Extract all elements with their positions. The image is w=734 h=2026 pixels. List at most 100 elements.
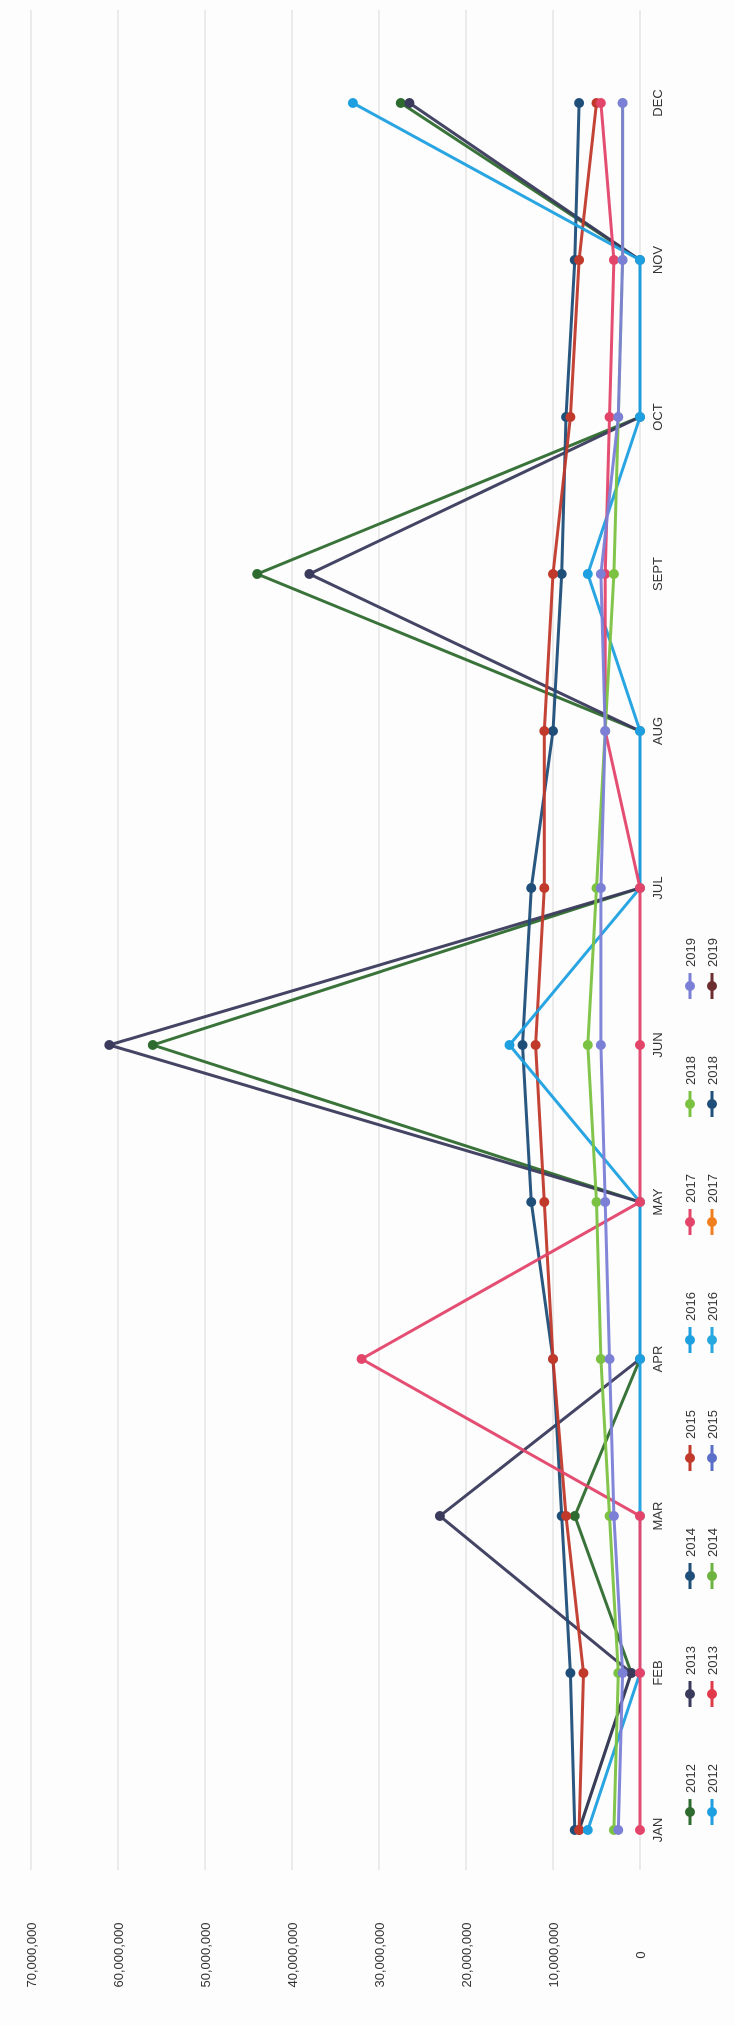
legend-swatch-marker [685,1335,695,1345]
data-point-2019 [613,1825,624,1835]
data-point-2016 [635,255,645,265]
value-tick-label: 10,000,000 [546,1922,561,1987]
data-point-2017 [604,412,615,422]
value-tick-label: 30,000,000 [372,1922,387,1987]
legend-swatch-marker [707,1807,717,1817]
data-point-2016 [635,1354,645,1364]
category-tick-label: AUG [650,717,665,745]
data-point-2013 [434,1511,445,1521]
legend-label: 2013 [705,1646,720,1675]
series-line-2019 [599,101,625,1832]
legend-label: 2019 [683,938,698,967]
category-tick-label: MAY [650,1188,665,1216]
data-point-2015 [561,1511,572,1521]
category-tick-label: DEC [650,89,665,116]
data-point-2017 [635,1197,645,1207]
data-point-2014 [517,1040,528,1050]
legend-label: 2016 [705,1292,720,1321]
legend-label: 2015 [705,1410,720,1439]
legend-swatch-marker [707,1571,717,1581]
data-point-2017 [356,1354,367,1364]
legend-label: 2013 [683,1646,698,1675]
legend-label: 2017 [683,1174,698,1203]
data-point-2017 [635,1511,645,1521]
category-tick-label: SEPT [650,557,665,591]
series-lines [104,98,645,1835]
data-point-2019 [600,726,611,736]
data-point-2016 [504,1040,515,1050]
legend-swatch-marker [685,1689,695,1699]
category-tick-label: APR [650,1346,665,1373]
data-point-2019 [595,883,606,893]
legend-swatch-marker [685,1807,695,1817]
category-tick-label: FEB [650,1660,665,1685]
legend-swatch-marker [707,1335,717,1345]
data-point-2019 [617,98,628,108]
legend-label: 2018 [705,1056,720,1085]
data-point-2013 [626,1668,637,1678]
value-tick-label: 0 [633,1951,648,1958]
series-line-2013 [107,101,642,1832]
value-tick-label: 50,000,000 [198,1922,213,1987]
data-point-2017 [635,1668,645,1678]
data-point-2019 [608,1511,619,1521]
category-tick-label: JUN [650,1032,665,1057]
data-point-2018 [582,1040,593,1050]
series-line-2012 [151,101,642,1832]
legend-swatch-marker [685,1099,695,1109]
category-tick-label: NOV [650,246,665,275]
legend-label: 2017 [705,1174,720,1203]
data-point-2018 [608,569,619,579]
legend-swatch-marker [707,1453,717,1463]
data-point-2013 [104,1040,115,1050]
data-point-2016 [582,569,593,579]
data-point-2016 [635,412,645,422]
data-point-2015 [574,255,585,265]
data-point-2014 [526,883,537,893]
data-point-2014 [556,569,567,579]
legend-label: 2014 [683,1528,698,1557]
category-tick-label: MAR [650,1502,665,1531]
data-point-2014 [526,1197,537,1207]
legend-label: 2016 [683,1292,698,1321]
data-point-2014 [574,98,585,108]
legend-label: 2019 [705,938,720,967]
data-point-2017 [635,1825,645,1835]
data-point-2012 [252,569,263,579]
legend-label: 2014 [705,1528,720,1557]
gridlines [30,10,641,1870]
category-tick-label: JUL [650,876,665,899]
legend-swatch-marker [707,1099,717,1109]
data-point-2014 [565,1668,576,1678]
data-point-2019 [617,255,628,265]
legend-label: 2018 [683,1056,698,1085]
data-point-2019 [604,1354,615,1364]
value-tick-label: 20,000,000 [459,1922,474,1987]
data-point-2015 [565,412,576,422]
legend-label: 2012 [683,1764,698,1793]
legend-swatch-marker [685,1217,695,1227]
data-point-2019 [595,569,606,579]
data-point-2017 [608,255,619,265]
data-point-2015 [574,1825,585,1835]
data-point-2016 [347,98,358,108]
category-axis-ticks: JAN FEB MAR APR MAY JUN JUL AUG SEPT OCT NOV DEC [650,89,665,1842]
data-point-2015 [530,1040,541,1050]
data-point-2016 [582,1825,593,1835]
category-tick-label: JAN [650,1818,665,1843]
legend-swatch-marker [685,1571,695,1581]
data-point-2015 [539,883,550,893]
data-point-2019 [617,1668,628,1678]
series-line-2015 [534,101,598,1832]
data-point-2015 [548,1354,558,1364]
data-point-2018 [595,1354,606,1364]
value-tick-label: 70,000,000 [24,1922,39,1987]
value-tick-label: 60,000,000 [111,1922,126,1987]
data-point-2018 [591,1197,602,1207]
data-point-2017 [635,1040,645,1050]
data-point-2019 [600,1197,611,1207]
data-point-2012 [147,1040,158,1050]
category-tick-label: OCT [650,403,665,431]
legend-swatch-marker [685,981,695,991]
data-point-2019 [595,1040,606,1050]
